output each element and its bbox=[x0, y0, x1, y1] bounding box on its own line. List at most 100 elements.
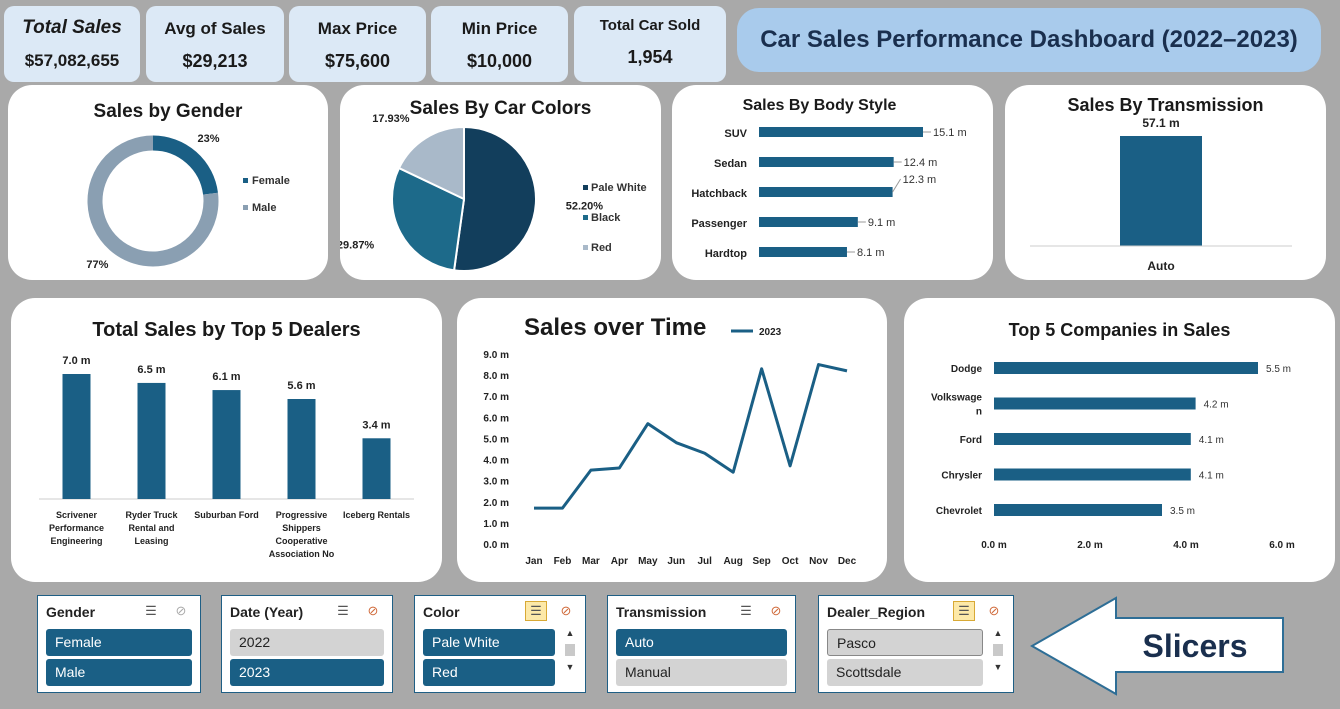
category-label: Progressive Shippers Cooperative Associatio… bbox=[269, 510, 335, 559]
bar bbox=[287, 399, 316, 499]
y-tick-label: 0.0 m bbox=[483, 540, 509, 551]
data-label: 17.93% bbox=[372, 113, 410, 125]
x-tick-label: Jun bbox=[667, 556, 685, 567]
chart-sales-by-body-style[interactable]: Sales By Body Style SUV 15.1 m Sedan 12.4 m… bbox=[672, 85, 993, 280]
slicer-item[interactable]: 2023 bbox=[230, 659, 384, 686]
chart-sales-by-transmission[interactable]: Sales By Transmission 57.1 m Auto bbox=[1005, 85, 1326, 280]
slicer-item[interactable]: Auto bbox=[616, 629, 787, 656]
y-tick-label: 7.0 m bbox=[483, 392, 509, 403]
data-label: 4.1 m bbox=[1199, 435, 1224, 446]
bar bbox=[994, 468, 1191, 481]
slicer-item[interactable]: Pale White bbox=[423, 629, 555, 656]
data-label: 15.1 m bbox=[933, 127, 967, 139]
slicer-item[interactable]: Scottsdale bbox=[827, 659, 983, 686]
legend-item: Male bbox=[252, 202, 276, 214]
x-tick-label: 4.0 m bbox=[1173, 540, 1199, 551]
y-tick-label: 2.0 m bbox=[483, 498, 509, 509]
data-label: 77% bbox=[86, 259, 108, 271]
scrollbar[interactable]: ▲ ▼ bbox=[563, 628, 577, 686]
clear-filter-icon[interactable]: ⊘ bbox=[560, 603, 572, 618]
y-tick-label: 3.0 m bbox=[483, 477, 509, 488]
slicer-color[interactable]: Color ☰ ⊘ Pale White Red ▲ ▼ bbox=[414, 595, 586, 693]
category-label: Volkswage n bbox=[931, 393, 982, 418]
chart-sales-by-car-colors[interactable]: Sales By Car Colors 52.20% 29.87% 17.93% Pa… bbox=[340, 85, 661, 280]
clear-filter-icon[interactable]: ⊘ bbox=[367, 603, 379, 618]
donut-slice-male bbox=[87, 135, 219, 267]
chart-title: Top 5 Companies in Sales bbox=[1008, 320, 1231, 340]
bar bbox=[759, 157, 894, 167]
legend-swatch bbox=[243, 205, 248, 210]
scroll-up-icon[interactable]: ▲ bbox=[565, 628, 575, 638]
chart-title: Sales over Time bbox=[524, 314, 707, 341]
scroll-down-icon[interactable]: ▼ bbox=[993, 662, 1003, 672]
legend-swatch bbox=[583, 215, 588, 220]
slicer-dealer-region[interactable]: Dealer_Region ☰ ⊘ Pasco Scottsdale ▲ ▼ bbox=[818, 595, 1014, 693]
legend-swatch bbox=[583, 245, 588, 250]
chart-title: Sales By Car Colors bbox=[409, 98, 592, 119]
bar bbox=[759, 127, 923, 137]
scroll-down-icon[interactable]: ▼ bbox=[565, 662, 575, 672]
colors-pie-svg: 52.20% 29.87% 17.93% Pale White Black Red bbox=[340, 113, 647, 272]
category-label: Auto bbox=[1147, 259, 1174, 273]
chart-title: Sales By Body Style bbox=[742, 97, 897, 114]
slicer-gender[interactable]: Gender ☰ ⊘ Female Male bbox=[37, 595, 201, 693]
category-label: Ford bbox=[960, 435, 982, 446]
multi-select-icon[interactable]: ☰ bbox=[337, 603, 349, 618]
kpi-label: Min Price bbox=[461, 19, 538, 38]
clear-filter-icon[interactable]: ⊘ bbox=[988, 603, 1000, 618]
category-label: Chevrolet bbox=[936, 506, 983, 517]
multi-select-icon[interactable]: ☰ bbox=[525, 601, 547, 621]
slicer-item[interactable]: 2022 bbox=[230, 629, 384, 656]
multi-select-icon[interactable]: ☰ bbox=[953, 601, 975, 621]
donut-slice-female bbox=[152, 135, 218, 195]
chart-sales-by-gender[interactable]: Sales by Gender 23% 77% Female Male bbox=[8, 85, 328, 280]
data-label: 8.1 m bbox=[857, 247, 885, 259]
slicer-date-year[interactable]: Date (Year) ☰ ⊘ 2022 2023 bbox=[221, 595, 393, 693]
scrollbar[interactable]: ▲ ▼ bbox=[991, 628, 1005, 686]
legend-item: 2023 bbox=[759, 327, 782, 338]
slicer-item[interactable]: Pasco bbox=[827, 629, 983, 656]
x-tick-label: Jan bbox=[525, 556, 542, 567]
scroll-up-icon[interactable]: ▲ bbox=[993, 628, 1003, 638]
bar bbox=[759, 217, 858, 227]
data-label: 3.5 m bbox=[1170, 506, 1195, 517]
chart-top-companies[interactable]: Top 5 Companies in Sales Dodge 5.5 m Volks… bbox=[904, 298, 1335, 582]
kpi-value: $29,213 bbox=[182, 51, 248, 71]
leader-line bbox=[892, 178, 902, 193]
legend-item: Female bbox=[252, 175, 290, 187]
slicer-item[interactable]: Manual bbox=[616, 659, 787, 686]
bar bbox=[994, 362, 1258, 374]
clear-filter-icon[interactable]: ⊘ bbox=[770, 603, 782, 618]
chart-top-dealers[interactable]: Total Sales by Top 5 Dealers 7.0 m Scrive… bbox=[11, 298, 442, 582]
multi-select-icon[interactable]: ☰ bbox=[740, 603, 752, 618]
bar bbox=[759, 247, 847, 257]
category-label: Scrivener Performance Engineering bbox=[49, 510, 104, 546]
slicer-item[interactable]: Red bbox=[423, 659, 555, 686]
clear-filter-icon[interactable]: ⊘ bbox=[175, 603, 187, 618]
kpi-label: Avg of Sales bbox=[164, 19, 266, 38]
category-label: Hardtop bbox=[705, 248, 747, 260]
slicer-item[interactable]: Female bbox=[46, 629, 192, 656]
x-tick-label: Oct bbox=[782, 556, 799, 567]
kpi-label: Total Car Sold bbox=[599, 17, 701, 34]
data-label: 6.5 m bbox=[137, 364, 165, 376]
slicer-transmission[interactable]: Transmission ☰ ⊘ Auto Manual bbox=[607, 595, 796, 693]
x-tick-label: 0.0 m bbox=[981, 540, 1007, 551]
kpi-value: 1,954 bbox=[627, 47, 673, 67]
kpi-avg-sales: Avg of Sales $29,213 bbox=[146, 6, 284, 82]
scroll-thumb[interactable] bbox=[565, 644, 575, 656]
transmission-bar-svg: 57.1 m Auto bbox=[1030, 116, 1292, 273]
slicers-label: Slicers bbox=[1142, 628, 1248, 664]
scroll-thumb[interactable] bbox=[993, 644, 1003, 656]
dealers-bar-svg: 7.0 m Scrivener Performance Engineering 6.5 … bbox=[39, 355, 414, 559]
slicer-title: Date (Year) bbox=[230, 604, 304, 620]
bar bbox=[362, 438, 391, 499]
gender-donut-svg: 23% 77% Female Male bbox=[86, 133, 290, 271]
pie-slice-red bbox=[397, 125, 465, 201]
chart-sales-over-time[interactable]: Sales over Time 0.0 m 1.0 m 2.0 m 3.0 m 4.0 … bbox=[457, 298, 887, 582]
kpi-label: Total Sales bbox=[22, 17, 122, 38]
x-tick-label: Jul bbox=[698, 556, 713, 567]
slicer-item[interactable]: Male bbox=[46, 659, 192, 686]
data-label: 4.2 m bbox=[1204, 400, 1229, 411]
multi-select-icon[interactable]: ☰ bbox=[145, 603, 157, 618]
